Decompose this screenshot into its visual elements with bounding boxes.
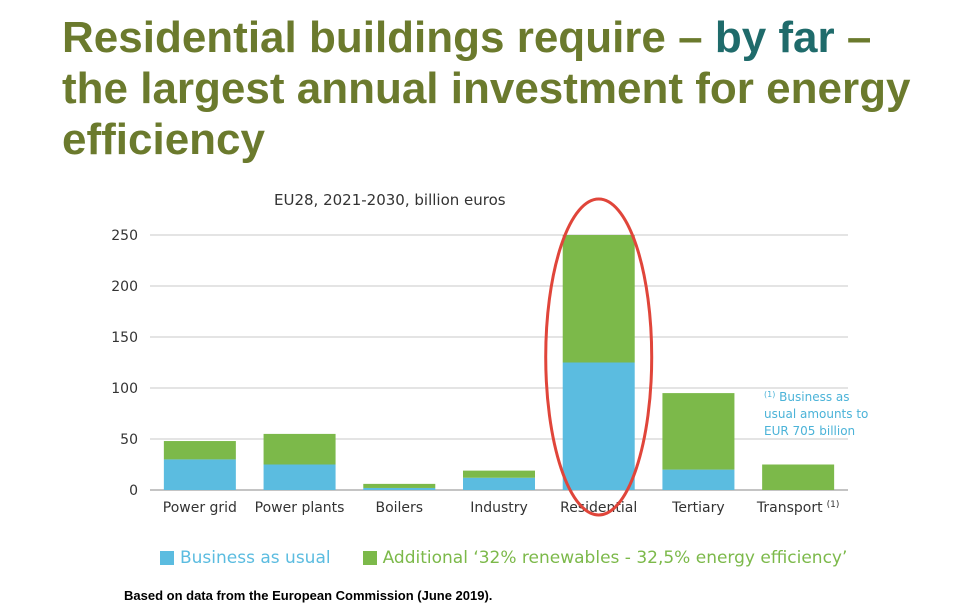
bar-business-as-usual-residential [562, 362, 635, 490]
highlight-ellipse [544, 197, 654, 517]
legend-label-additional: Additional ‘32% renewables - 32,5% energ… [382, 548, 848, 568]
y-tick-label-100: 100 [111, 381, 138, 397]
legend-swatch-additional [362, 551, 377, 565]
bar-business-as-usual-power-plants [263, 464, 336, 490]
bar-additional-power-plants [263, 433, 336, 465]
x-tick-label-power-grid: Power grid [163, 500, 237, 516]
y-tick-label-50: 50 [120, 432, 138, 448]
bar-business-as-usual-power-grid [163, 459, 236, 490]
y-tick-label-200: 200 [111, 279, 138, 295]
x-tick-label-power-plants: Power plants [255, 500, 345, 516]
bar-business-as-usual-boilers [363, 487, 436, 490]
y-tick-label-150: 150 [111, 330, 138, 346]
slide-title: Residential buildings require – by far –… [62, 12, 922, 165]
bar-additional-tertiary [662, 393, 735, 470]
bar-additional-transport [762, 464, 835, 490]
x-tick-label-boilers: Boilers [375, 500, 423, 516]
y-tick-label-250: 250 [111, 228, 138, 244]
legend-label-business-as-usual: Business as usual [180, 548, 331, 568]
bar-additional-residential [562, 235, 635, 363]
title-part-1: Residential buildings require – [62, 13, 715, 62]
y-tick-label-0: 0 [129, 483, 138, 499]
title-emphasis: by far [714, 13, 835, 62]
title-part-3: – the largest annual investment for ener… [62, 13, 911, 164]
legend-swatch-business-as-usual [160, 551, 174, 565]
bar-business-as-usual-industry [463, 477, 535, 490]
annotation-line-1: (1) Business as [764, 390, 850, 404]
bar-additional-power-grid [163, 441, 236, 460]
chart-legend: Business as usual Additional ‘32% renewa… [160, 548, 879, 568]
legend-item-additional: Additional ‘32% renewables - 32,5% energ… [362, 548, 848, 568]
x-tick-label-transport: Transport (1) [756, 500, 839, 516]
annotation-line-3: EUR 705 billion [764, 424, 855, 438]
x-tick-label-industry: Industry [470, 500, 528, 516]
bar-additional-industry [463, 470, 535, 478]
chart-subtitle: EU28, 2021-2030, billion euros [274, 191, 506, 209]
x-tick-label-tertiary: Tertiary [671, 500, 725, 516]
source-footnote: Based on data from the European Commissi… [124, 588, 493, 603]
bar-additional-boilers [363, 483, 436, 488]
bar-business-as-usual-tertiary [662, 469, 735, 490]
legend-item-business-as-usual: Business as usual [160, 548, 331, 568]
annotation-line-2: usual amounts to [764, 407, 868, 421]
